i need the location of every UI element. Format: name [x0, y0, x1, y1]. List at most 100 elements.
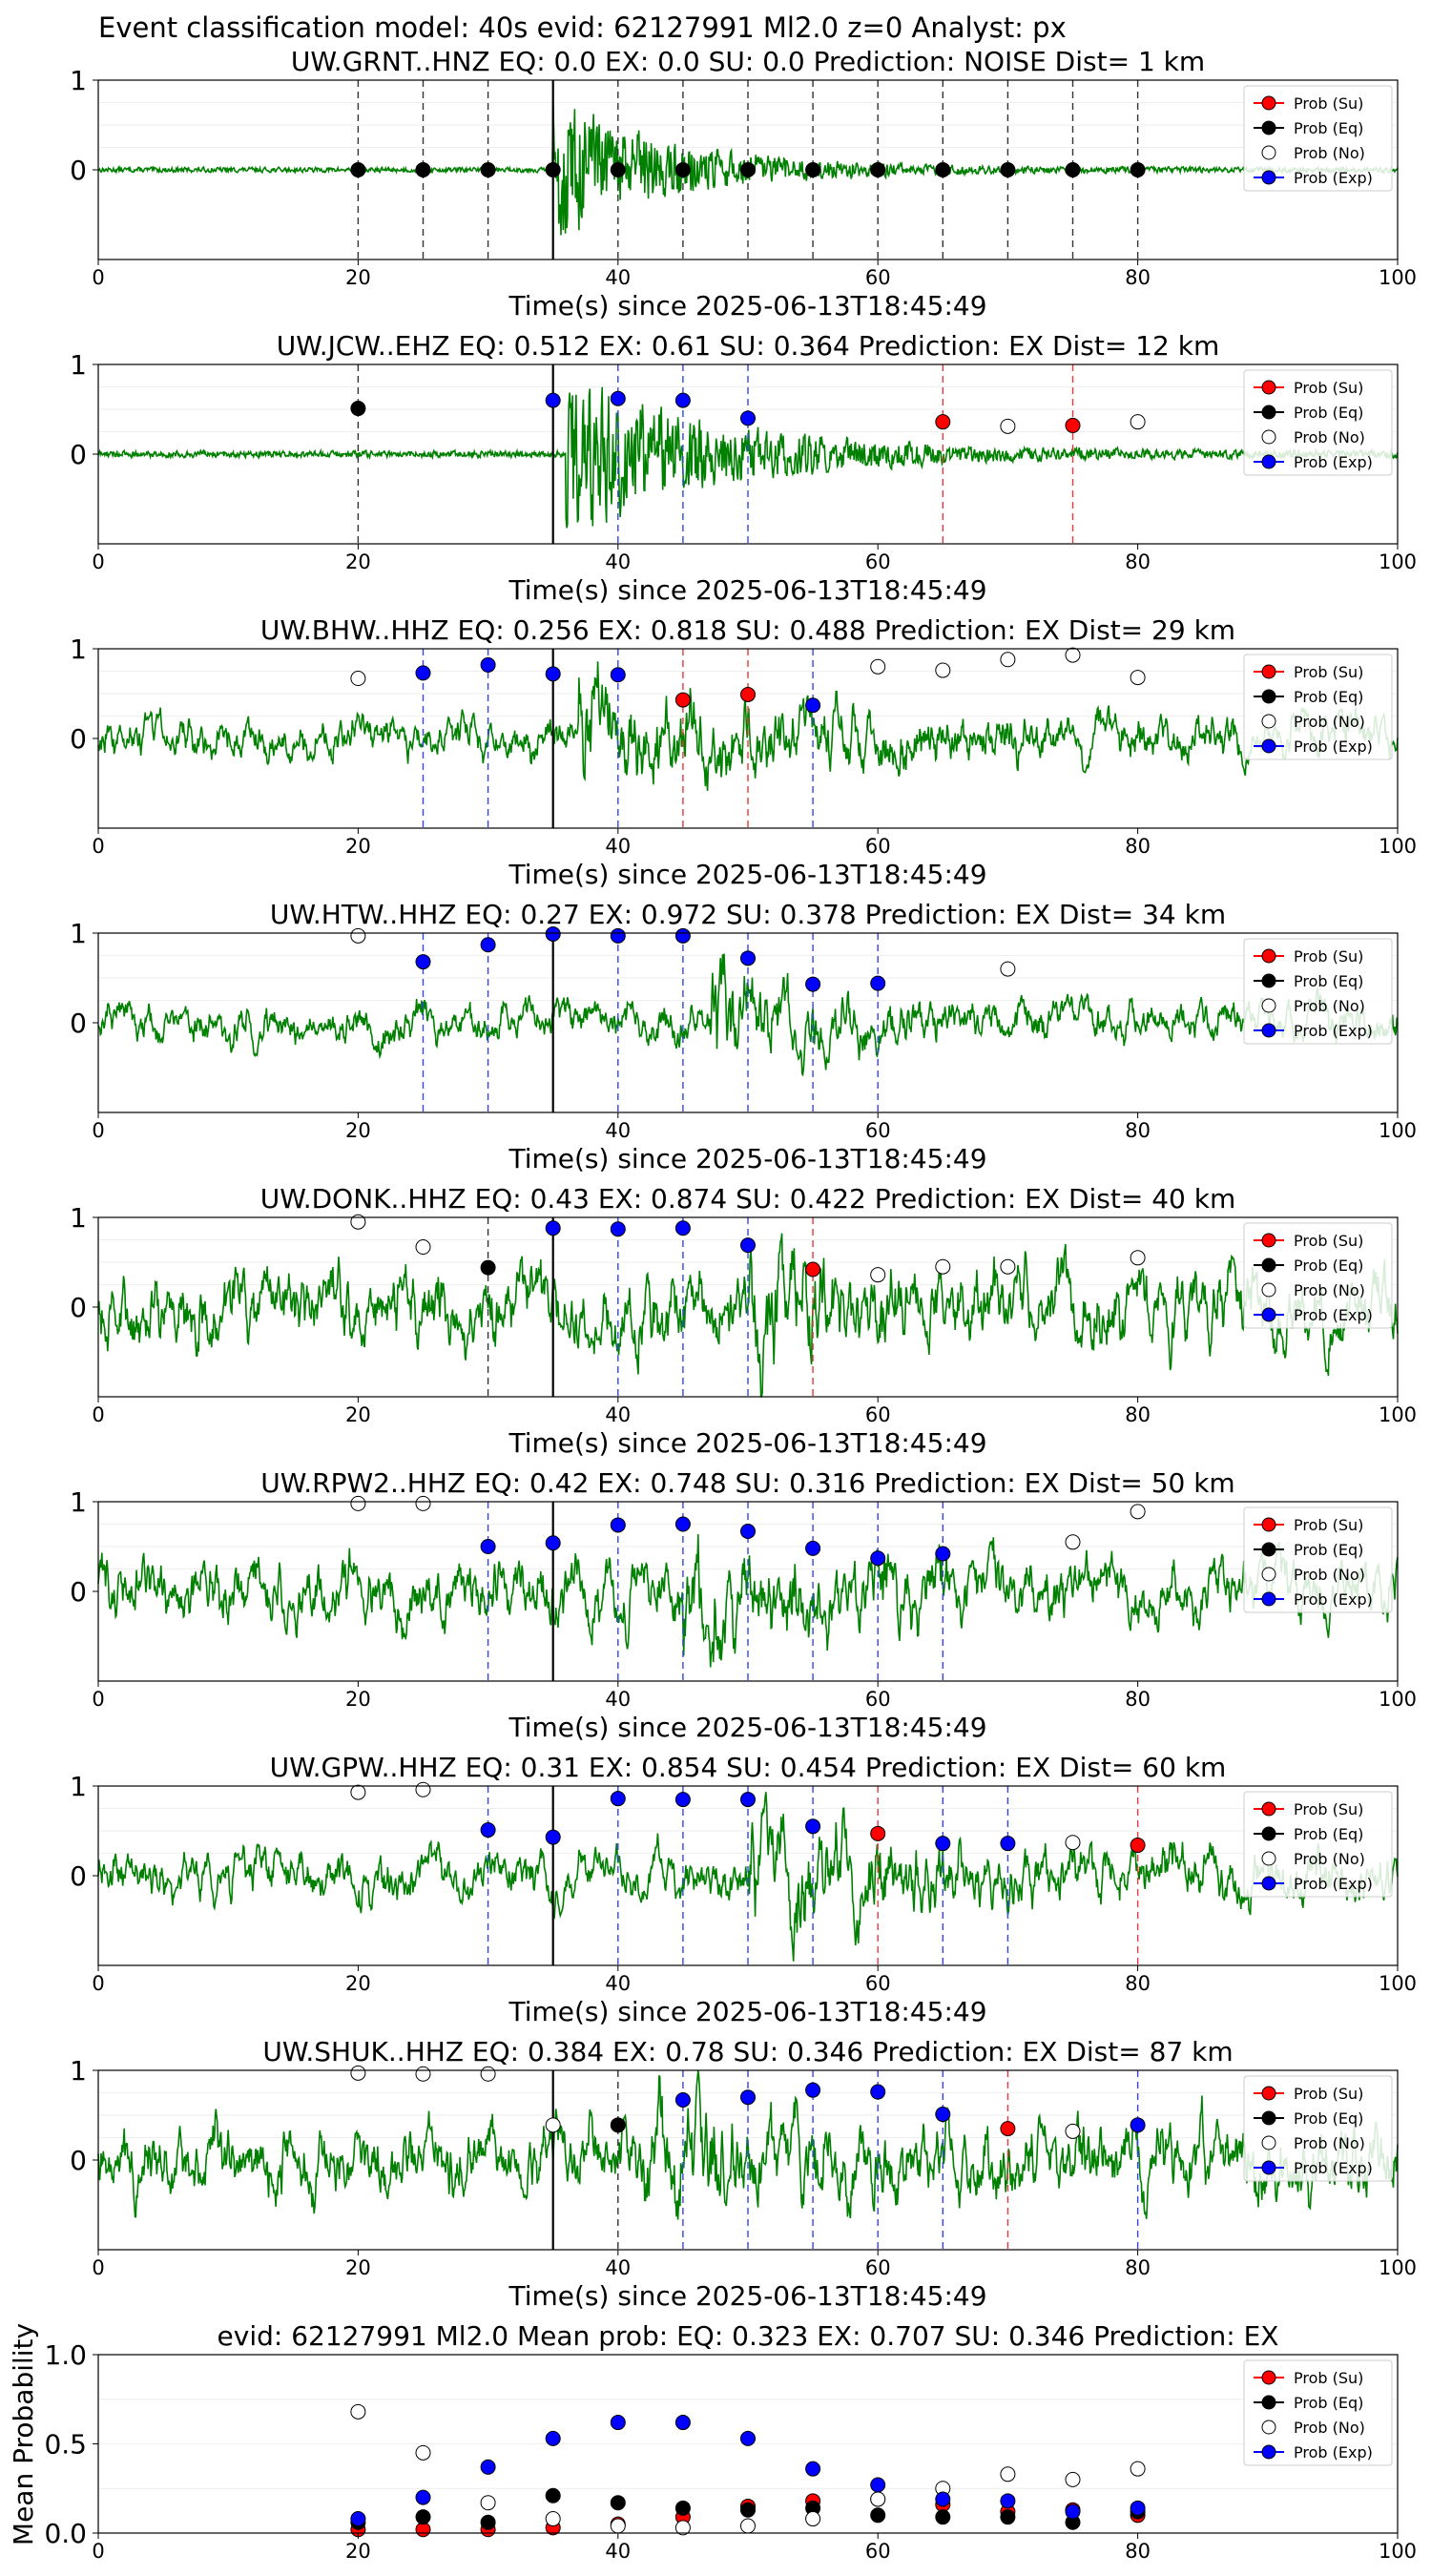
- prob-marker-exp: [674, 927, 691, 944]
- prob-marker-exp: [610, 1221, 626, 1237]
- station-panel-5: UW.DONK..HHZ EQ: 0.43 EX: 0.874 SU: 0.42…: [70, 1183, 1417, 1459]
- prob-marker-no: [870, 658, 886, 675]
- legend-box: [1243, 85, 1393, 192]
- legend-marker-su: [1261, 664, 1276, 679]
- legend-marker-eq: [1261, 1826, 1276, 1841]
- prob-marker-exp: [740, 2089, 756, 2106]
- x-tick-label: 20: [345, 1688, 371, 1711]
- legend-label-su: Prob (Su): [1294, 1232, 1363, 1250]
- prob-marker-exp: [805, 1540, 821, 1556]
- prob-marker-no: [350, 671, 366, 687]
- mean-marker-exp: [610, 2415, 626, 2431]
- legend-marker-su: [1261, 95, 1276, 111]
- mean-marker-eq: [674, 2500, 691, 2516]
- x-tick-label: 20: [345, 551, 371, 573]
- legend-label-eq: Prob (Eq): [1294, 972, 1363, 990]
- legend-label-exp: Prob (Exp): [1294, 1875, 1373, 1893]
- legend-label-su: Prob (Su): [1294, 2369, 1363, 2387]
- prob-marker-no: [350, 927, 366, 944]
- legend-label-no: Prob (No): [1294, 2419, 1365, 2437]
- prob-marker-no: [1130, 414, 1146, 430]
- legend-marker-eq: [1261, 689, 1276, 704]
- legend-label-exp: Prob (Exp): [1294, 2159, 1373, 2177]
- legend-label-exp: Prob (Exp): [1294, 453, 1373, 471]
- y-axis-label: Mean Probability: [8, 2323, 39, 2545]
- legend-marker-eq: [1261, 2110, 1276, 2126]
- station-panel-6: UW.RPW2..HHZ EQ: 0.42 EX: 0.748 SU: 0.31…: [70, 1467, 1417, 1743]
- prob-marker-exp: [545, 1829, 561, 1845]
- prob-marker-no: [1065, 1835, 1081, 1851]
- legend-marker-su: [1261, 948, 1276, 964]
- y-tick-label: 0: [70, 1008, 87, 1039]
- x-tick-label: 0: [92, 835, 104, 858]
- legend-label-eq: Prob (Eq): [1294, 2109, 1363, 2128]
- figure-suptitle: Event classification model: 40s evid: 62…: [98, 11, 1067, 44]
- prob-marker-exp: [415, 665, 431, 681]
- legend-marker-no: [1261, 2420, 1276, 2435]
- x-tick-label: 100: [1379, 1972, 1417, 1995]
- legend-label-su: Prob (Su): [1294, 663, 1363, 681]
- prob-marker-su: [805, 1261, 821, 1278]
- legend-label-eq: Prob (Eq): [1294, 119, 1363, 137]
- prob-marker-exp: [805, 697, 821, 714]
- x-tick-label: 40: [605, 1119, 631, 1142]
- legend-marker-exp: [1261, 1876, 1276, 1891]
- y-tick-label: 0.5: [44, 2429, 87, 2461]
- y-tick-label: 1: [70, 1771, 87, 1802]
- x-tick-label: 100: [1379, 2256, 1417, 2279]
- prob-marker-exp: [805, 2082, 821, 2098]
- x-tick-label: 0: [92, 266, 104, 289]
- legend-marker-no: [1261, 714, 1276, 729]
- x-tick-label: 20: [345, 1403, 371, 1426]
- mean-marker-no: [1065, 2471, 1081, 2487]
- y-tick-label: 1: [70, 918, 87, 949]
- legend-label-su: Prob (Su): [1294, 1800, 1363, 1818]
- legend-marker-no: [1261, 1567, 1276, 1582]
- legend-label-exp: Prob (Exp): [1294, 2443, 1373, 2462]
- x-axis-label: Time(s) since 2025-06-13T18:45:49: [508, 1996, 986, 2027]
- prob-marker-exp: [870, 975, 886, 991]
- prob-marker-su: [1000, 2121, 1016, 2137]
- y-tick-label: 1: [70, 1202, 87, 1234]
- prob-marker-no: [415, 1495, 431, 1511]
- x-tick-label: 40: [605, 1688, 631, 1711]
- legend-label-su: Prob (Su): [1294, 1516, 1363, 1534]
- legend-marker-eq: [1261, 1257, 1276, 1273]
- x-tick-label: 80: [1125, 835, 1151, 858]
- x-tick-label: 100: [1379, 2540, 1417, 2563]
- prob-marker-no: [1000, 652, 1016, 668]
- station-panel-2: UW.JCW..EHZ EQ: 0.512 EX: 0.61 SU: 0.364…: [70, 330, 1417, 606]
- mean-marker-no: [805, 2511, 821, 2527]
- prob-marker-exp: [610, 927, 626, 944]
- prob-marker-no: [1065, 647, 1081, 663]
- mean-probability-panel: evid: 62127991 Ml2.0 Mean prob: EQ: 0.32…: [8, 2320, 1417, 2563]
- legend-label-no: Prob (No): [1294, 1281, 1365, 1299]
- y-tick-label: 0: [70, 1576, 87, 1608]
- mean-marker-eq: [480, 2514, 496, 2530]
- mean-marker-exp: [1130, 2500, 1146, 2516]
- legend-marker-exp: [1261, 1307, 1276, 1322]
- prob-marker-no: [1000, 1258, 1016, 1275]
- prob-marker-su: [740, 686, 756, 702]
- x-tick-label: 80: [1125, 1403, 1151, 1426]
- legend-label-exp: Prob (Exp): [1294, 1590, 1373, 1609]
- legend-marker-eq: [1261, 1542, 1276, 1557]
- prob-marker-no: [415, 1239, 431, 1256]
- waveform-trace: [97, 1534, 1399, 1668]
- legend-marker-no: [1261, 998, 1276, 1013]
- prob-marker-exp: [545, 925, 561, 942]
- x-axis-label: Time(s) since 2025-06-13T18:45:49: [508, 2280, 986, 2312]
- x-tick-label: 60: [865, 551, 891, 573]
- x-tick-label: 60: [865, 1972, 891, 1995]
- prob-marker-no: [350, 2065, 366, 2081]
- station-panel-8: UW.SHUK..HHZ EQ: 0.384 EX: 0.78 SU: 0.34…: [70, 2036, 1417, 2312]
- panel-title: UW.GRNT..HNZ EQ: 0.0 EX: 0.0 SU: 0.0 Pre…: [291, 46, 1205, 77]
- legend-label-exp: Prob (Exp): [1294, 1306, 1373, 1324]
- mean-marker-exp: [935, 2491, 951, 2507]
- prob-marker-eq: [610, 162, 626, 177]
- legend: Prob (Su) Prob (Eq) Prob (No) Prob (Exp): [1243, 654, 1393, 760]
- prob-marker-no: [1130, 1250, 1146, 1266]
- legend-label-no: Prob (No): [1294, 1566, 1365, 1584]
- y-tick-label: 0: [70, 2145, 87, 2176]
